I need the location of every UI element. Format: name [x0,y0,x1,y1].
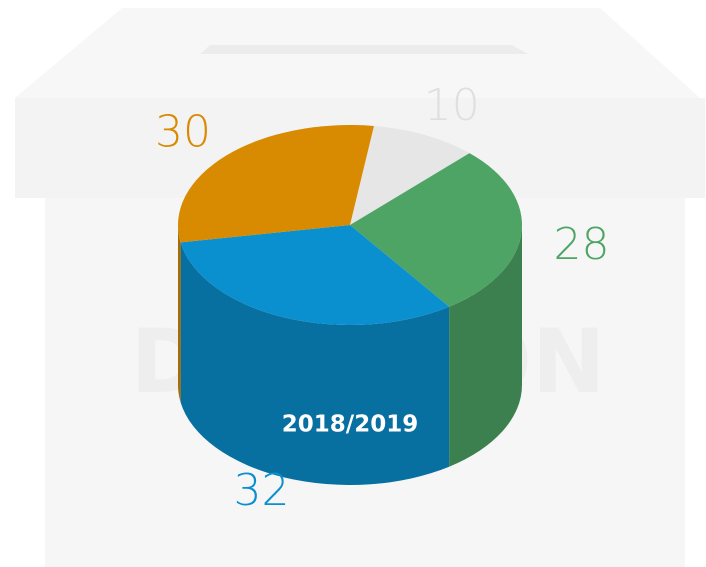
value-label: 30 [155,107,211,158]
box-slot [200,45,528,54]
slice [180,225,450,325]
pie-label: 2018/2019 [282,412,418,438]
slice-side [178,225,181,403]
value-label: 32 [234,465,290,516]
slice [350,153,522,307]
slice-side [449,225,522,467]
slice [178,124,374,243]
value-label: 28 [554,219,610,270]
pie-tops [178,124,522,325]
pie [178,124,522,485]
pie-sides [178,225,522,485]
slice [350,125,470,225]
value-label: 10 [424,80,480,131]
slice-side [180,242,450,485]
